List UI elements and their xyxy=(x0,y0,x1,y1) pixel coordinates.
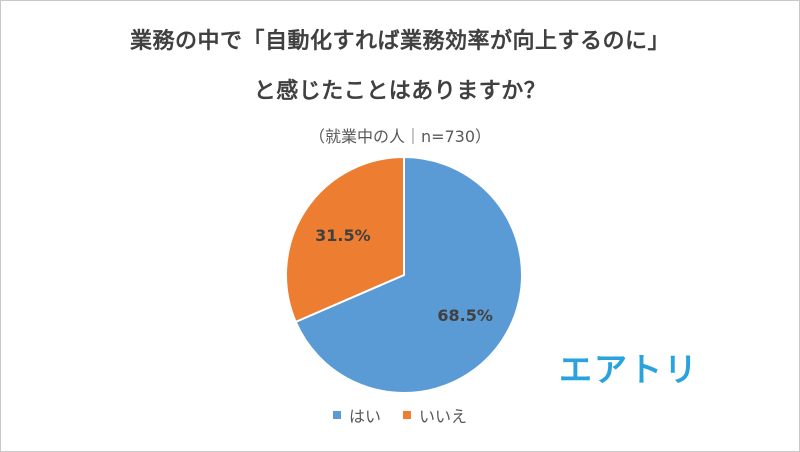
pie-labels: 68.5% 31.5% xyxy=(315,226,493,325)
airtrip-logo: エアトリ xyxy=(559,350,699,389)
legend-swatch-no xyxy=(403,411,411,419)
chart-title-line-2: と感じたことはありますか？ xyxy=(253,79,547,104)
legend-item-no: いいえ xyxy=(403,403,467,427)
pie-slice-no xyxy=(285,155,405,324)
pie-label-no: 31.5% xyxy=(315,226,371,245)
pie-slice-yes xyxy=(294,155,523,394)
legend-label-yes: はい xyxy=(348,407,381,426)
legend-swatch-yes xyxy=(332,411,341,419)
pie-label-yes: 68.5% xyxy=(437,306,493,325)
chart-subtitle: （就業中の人｜n=730） xyxy=(308,127,492,146)
chart-legend: はい いいえ xyxy=(1,403,799,427)
pie-slices xyxy=(285,155,523,394)
chart-title-line-1: 業務の中で「自動化すれば業務効率が向上するのに」 xyxy=(129,29,670,54)
legend-label-no: いいえ xyxy=(419,407,468,426)
legend-item-yes: はい xyxy=(332,403,381,427)
